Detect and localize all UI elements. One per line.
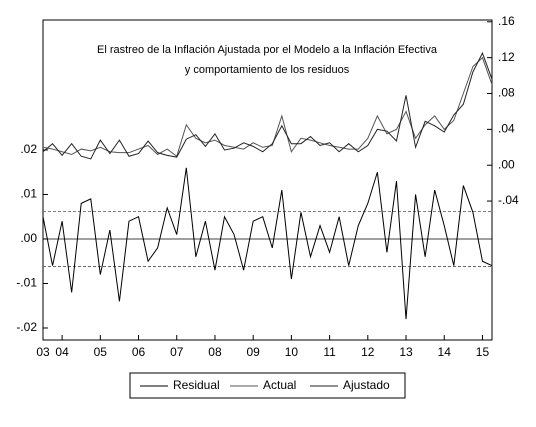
x-tick-label: 04 xyxy=(55,345,69,359)
y-tick-label: .00 xyxy=(20,231,37,245)
y2-tick-label: .16 xyxy=(498,14,515,28)
plot-frame xyxy=(42,19,493,341)
x-tick-label: 06 xyxy=(132,345,146,359)
x-tick-label: 10 xyxy=(285,345,299,359)
x-tick-label: 05 xyxy=(94,345,108,359)
legend-label: Actual xyxy=(263,378,296,392)
y2-tick-label: .12 xyxy=(498,50,515,64)
series-line xyxy=(42,51,493,160)
x-tick-label: 09 xyxy=(246,345,260,359)
y-tick-label: -.02 xyxy=(16,320,37,334)
legend-label: Ajustado xyxy=(343,378,390,392)
y2-tick-label: .08 xyxy=(498,86,515,100)
y-tick-label: -.01 xyxy=(16,276,37,290)
legend-box xyxy=(129,372,406,399)
y-tick-label: .02 xyxy=(20,142,37,156)
series-line xyxy=(42,167,493,320)
legend-label: Residual xyxy=(173,378,220,392)
series-line xyxy=(42,56,493,158)
chart-title: y comportamiento de los residuos xyxy=(185,64,350,76)
x-tick-label: 11 xyxy=(323,345,336,359)
x-tick-label: 14 xyxy=(438,345,452,359)
x-tick-label: 08 xyxy=(208,345,222,359)
chart-title: El rastreo de la Inflación Ajustada por … xyxy=(97,44,438,56)
x-tick-label: 15 xyxy=(476,345,490,359)
x-tick-label: 13 xyxy=(399,345,413,359)
y2-tick-label: .04 xyxy=(498,122,515,136)
y-tick-label: .01 xyxy=(20,187,37,201)
x-tick-label: 12 xyxy=(361,345,375,359)
x-tick-label: 03 xyxy=(36,345,50,359)
y2-tick-label: -.04 xyxy=(498,193,519,207)
x-tick-label: 07 xyxy=(170,345,184,359)
y2-tick-label: .00 xyxy=(498,157,515,171)
